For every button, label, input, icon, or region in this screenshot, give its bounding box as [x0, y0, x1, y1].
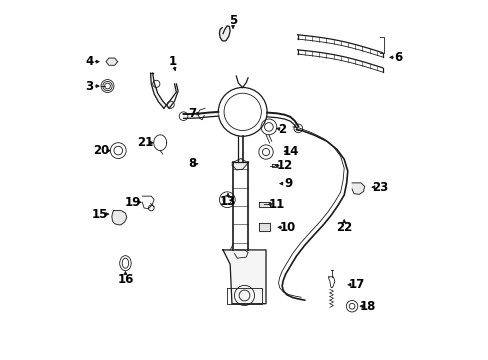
Polygon shape: [223, 250, 265, 304]
Text: 7: 7: [188, 107, 196, 120]
Polygon shape: [112, 211, 126, 225]
Text: 22: 22: [335, 221, 351, 234]
Text: 10: 10: [279, 221, 295, 234]
Text: 5: 5: [228, 14, 237, 27]
Text: 14: 14: [283, 145, 299, 158]
Polygon shape: [106, 58, 118, 65]
Text: 3: 3: [85, 80, 93, 93]
Text: 6: 6: [394, 51, 402, 64]
Polygon shape: [258, 202, 269, 207]
Text: 20: 20: [93, 144, 109, 157]
Text: 23: 23: [371, 181, 387, 194]
Text: 17: 17: [347, 278, 364, 291]
Text: 9: 9: [284, 177, 292, 190]
Text: 2: 2: [278, 123, 285, 136]
Polygon shape: [150, 73, 178, 108]
Text: 15: 15: [92, 208, 108, 221]
Text: 1: 1: [168, 55, 177, 68]
Text: 8: 8: [187, 157, 196, 170]
Text: 18: 18: [359, 300, 376, 313]
Polygon shape: [258, 223, 270, 231]
Text: 19: 19: [125, 196, 141, 209]
Polygon shape: [219, 26, 230, 41]
Polygon shape: [351, 183, 364, 194]
Polygon shape: [183, 112, 218, 118]
Text: 13: 13: [220, 195, 236, 208]
Text: 11: 11: [268, 198, 285, 211]
Text: 12: 12: [276, 159, 292, 172]
Polygon shape: [231, 158, 247, 170]
Text: 4: 4: [85, 55, 94, 68]
Text: 21: 21: [137, 136, 153, 149]
Text: 16: 16: [117, 273, 133, 286]
